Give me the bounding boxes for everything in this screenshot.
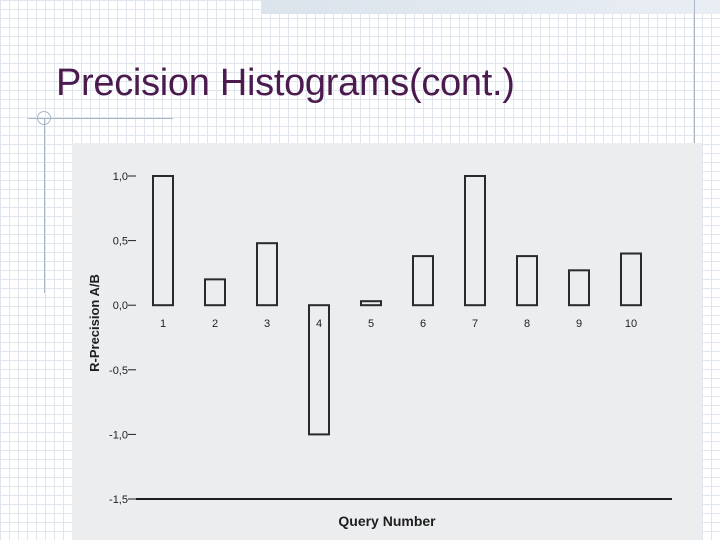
y-tick-label: 0,5 — [113, 236, 128, 248]
bar-query-2 — [204, 278, 226, 307]
bar-query-9 — [568, 269, 590, 307]
page-title: Precision Histograms(cont.) — [56, 62, 515, 104]
precision-histogram-chart: 1,0 0,5 0,0 -0,5 -1,0 -1,5 1 2 3 4 5 6 7 8 9 10 R-Prec… — [87, 171, 672, 529]
x-tick-label: 6 — [420, 318, 426, 330]
title-underline — [28, 118, 173, 119]
bar-query-7 — [464, 175, 486, 307]
bar-query-5 — [360, 300, 382, 307]
bar-query-8 — [516, 255, 538, 307]
y-ticks-group: 1,0 0,5 0,0 -0,5 -1,0 -1,5 — [109, 171, 136, 506]
bar-query-10 — [620, 252, 642, 307]
x-tick-label: 9 — [576, 318, 582, 330]
y-axis-label: R-Precision A/B — [87, 274, 102, 372]
y-tick-label: 1,0 — [113, 171, 128, 183]
bar-query-6 — [412, 255, 434, 307]
bars-group — [152, 175, 642, 436]
x-axis-label: Query Number — [338, 513, 436, 529]
bar-query-4 — [308, 304, 330, 436]
x-tick-label: 2 — [212, 318, 218, 330]
x-ticks-group: 1 2 3 4 5 6 7 8 9 10 — [160, 318, 637, 330]
x-tick-label: 1 — [160, 318, 166, 330]
x-tick-label: 10 — [625, 318, 637, 330]
y-tick-label: -1,5 — [109, 494, 128, 506]
decor-vertical-line-left — [44, 118, 45, 293]
decor-circle-icon — [37, 111, 51, 125]
y-tick-label: -0,5 — [109, 365, 128, 377]
x-tick-label: 7 — [472, 318, 478, 330]
x-tick-label: 5 — [368, 318, 374, 330]
x-tick-label: 4 — [316, 318, 322, 330]
x-tick-label: 3 — [264, 318, 270, 330]
x-tick-label: 8 — [524, 318, 530, 330]
y-tick-label: -1,0 — [109, 429, 128, 441]
chart-image: 1,0 0,5 0,0 -0,5 -1,0 -1,5 1 2 3 4 5 6 7 8 9 10 R-Prec… — [72, 143, 702, 540]
bar-query-1 — [152, 175, 174, 307]
bar-query-3 — [256, 242, 278, 307]
top-decor-band — [262, 0, 720, 14]
y-tick-label: 0,0 — [113, 300, 128, 312]
